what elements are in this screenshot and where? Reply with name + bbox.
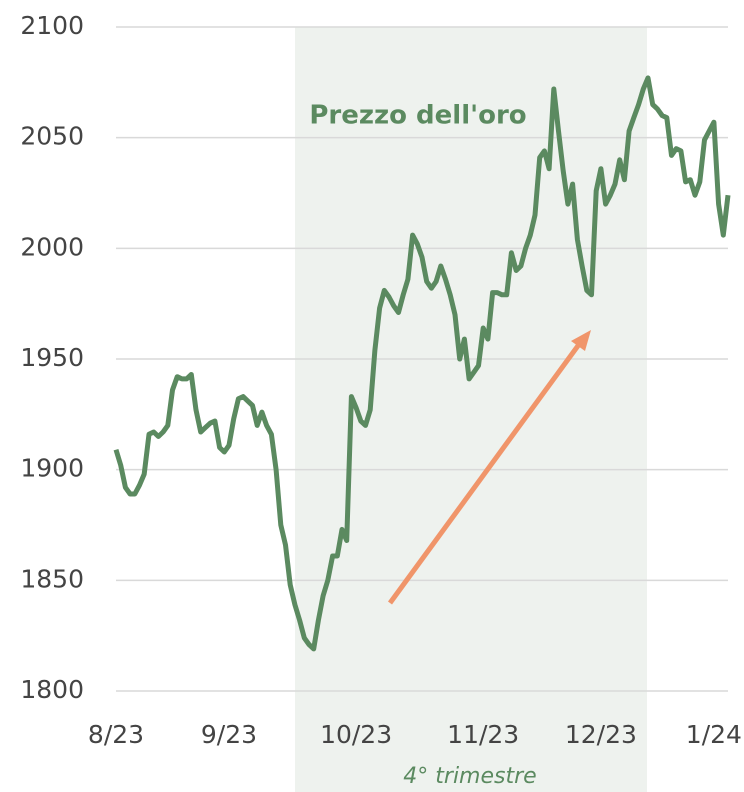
x-tick-label: 11/23: [447, 720, 519, 749]
y-tick-label: 2000: [20, 232, 84, 261]
x-tick-label: 1/24: [686, 720, 742, 749]
y-tick-label: 1800: [20, 675, 84, 704]
y-tick-label: 2050: [20, 122, 84, 151]
y-tick-label: 1900: [20, 454, 84, 483]
grid: 1800 1850 1900 1950 2000 2050 2100 8/23 9/23 10/2…: [20, 11, 742, 749]
x-tick-label: 8/23: [88, 720, 144, 749]
y-tick-label: 2100: [20, 11, 84, 40]
quarter-label: 4° trimestre: [403, 764, 536, 789]
quarter-shading: [295, 27, 647, 792]
series-label: Prezzo dell'oro: [309, 101, 526, 131]
x-tick-label: 12/23: [565, 720, 637, 749]
arrow-head: [571, 330, 591, 351]
y-tick-label: 1850: [20, 564, 84, 593]
trend-arrow: [387, 341, 583, 605]
x-tick-label: 10/23: [320, 720, 392, 749]
x-tick-label: 9/23: [201, 720, 257, 749]
y-tick-label: 1950: [20, 343, 84, 372]
price-line: [113, 75, 731, 652]
plot: [113, 75, 731, 652]
